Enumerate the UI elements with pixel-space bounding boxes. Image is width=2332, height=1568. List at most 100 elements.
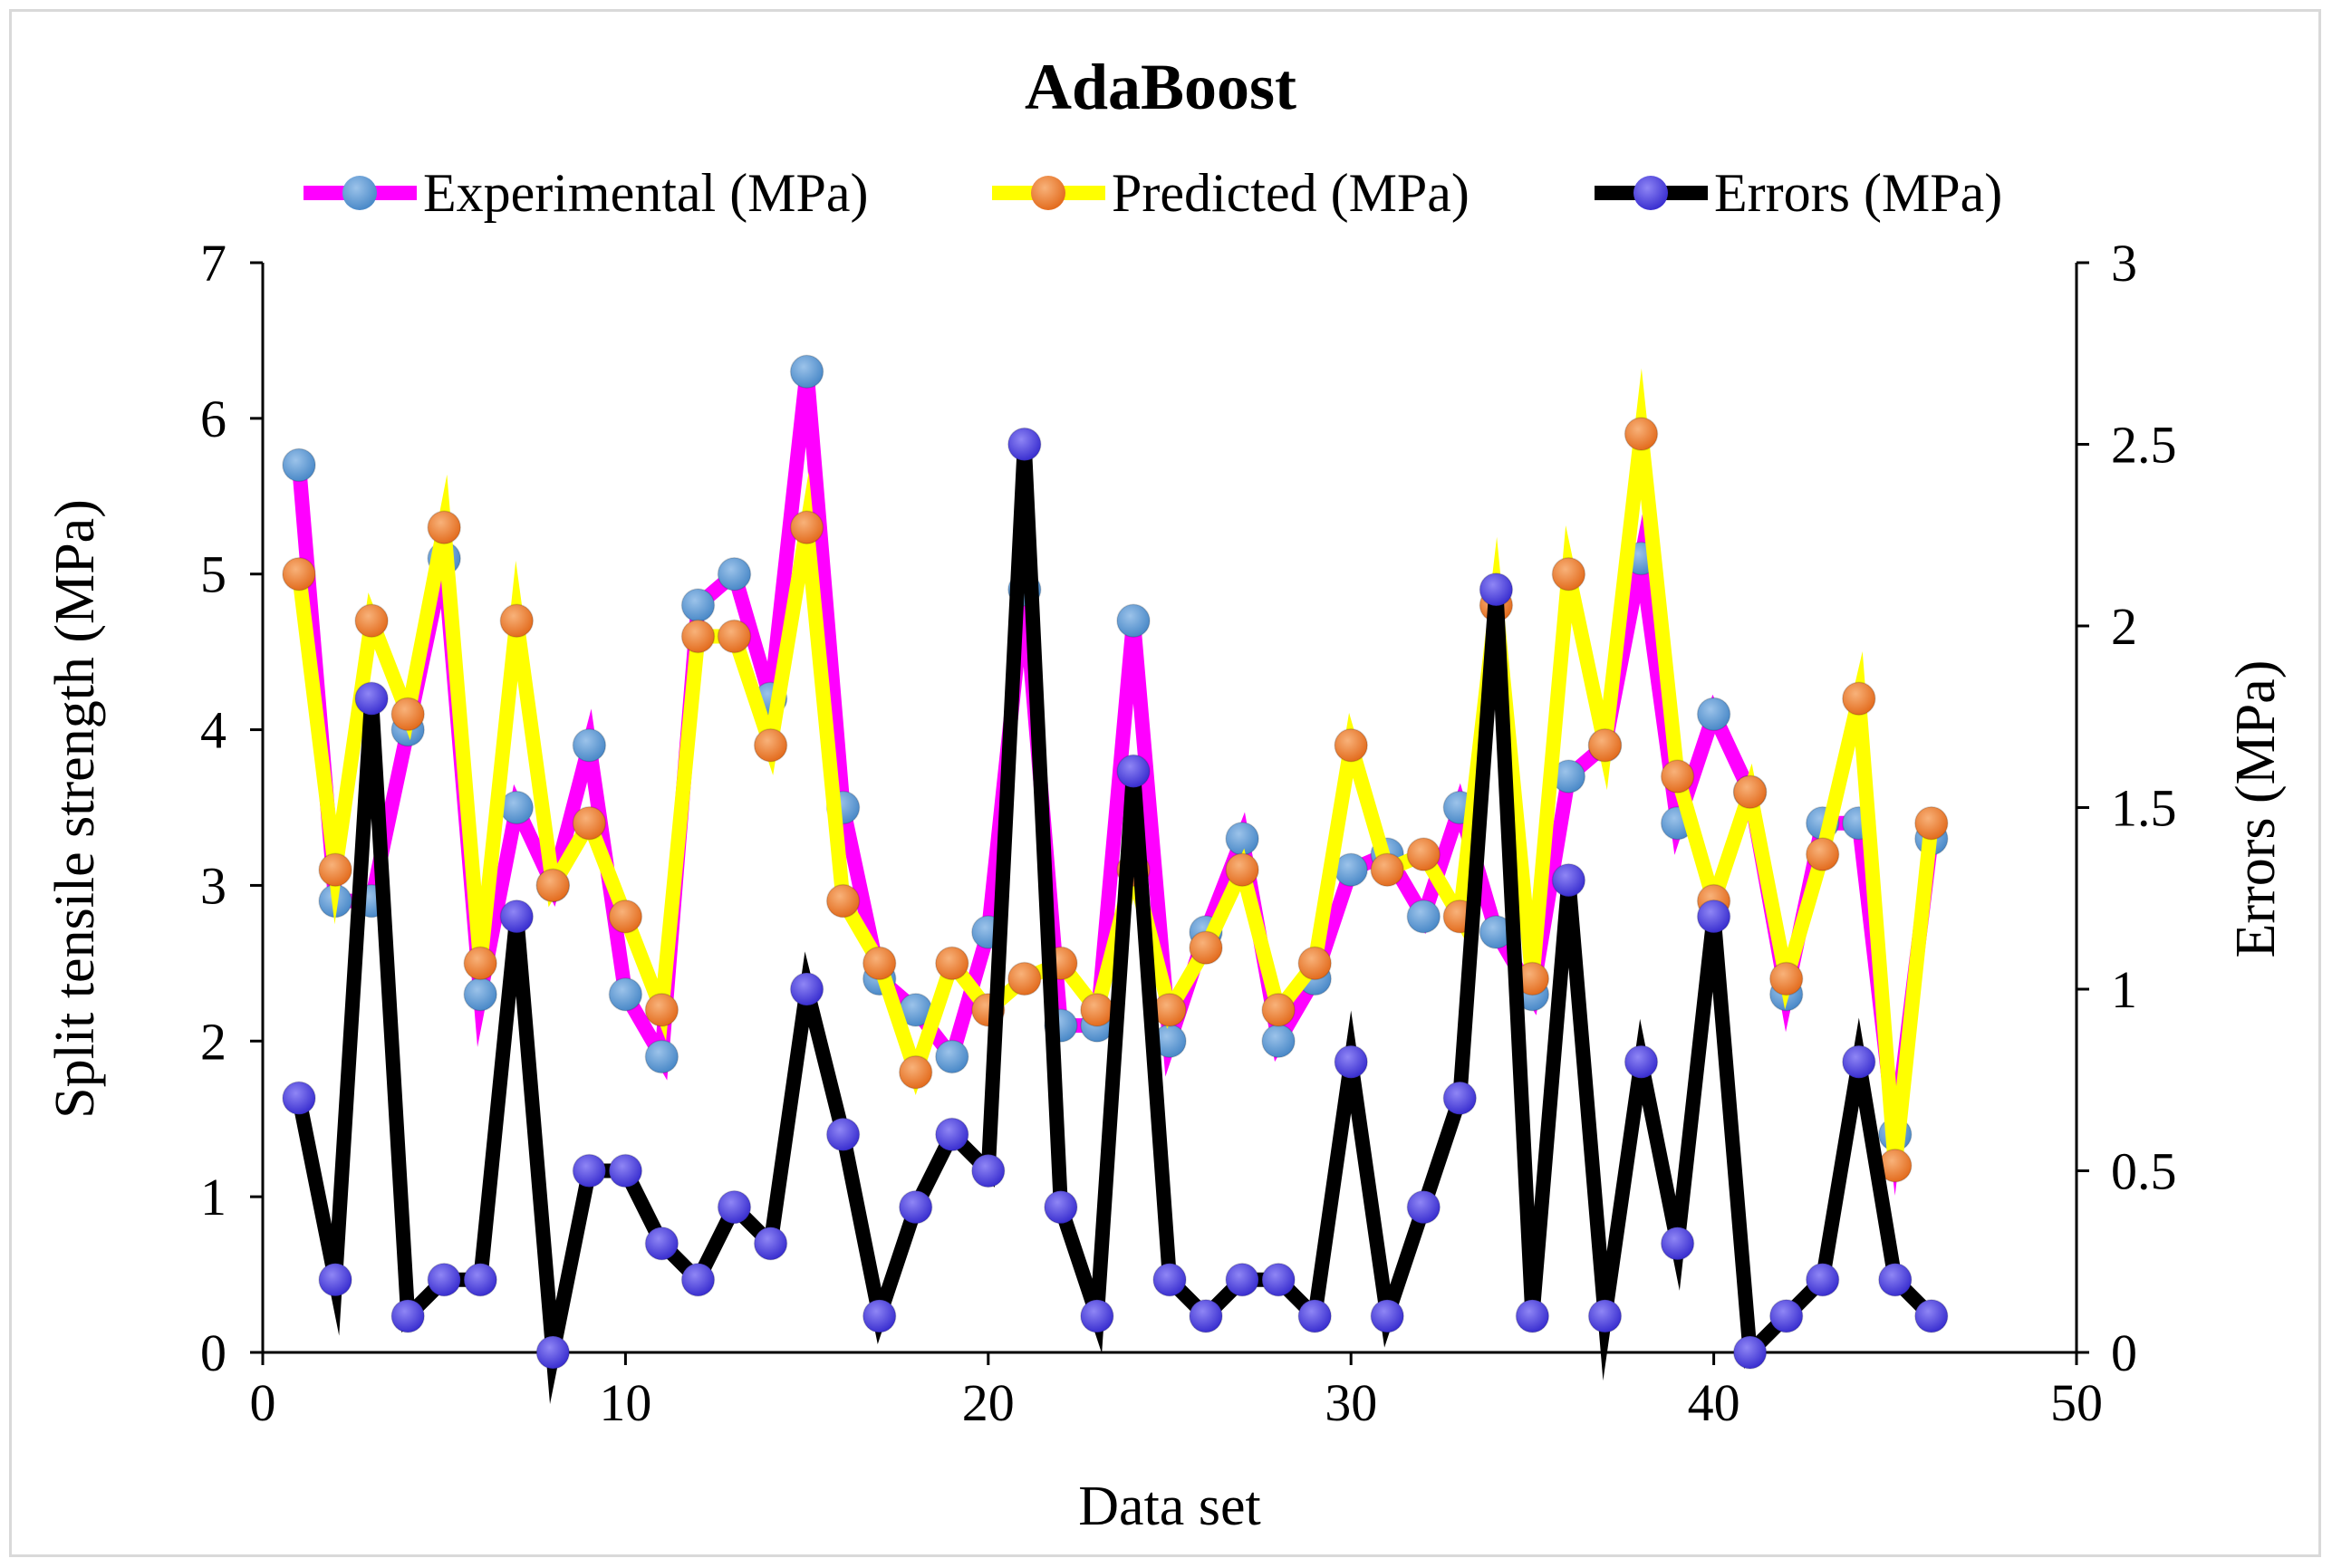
point-predicted: [463, 946, 497, 981]
point-predicted: [935, 946, 969, 981]
point-errors: [1878, 1263, 1913, 1297]
point-predicted: [1189, 930, 1223, 965]
series-layer: [282, 354, 1949, 1405]
y2-tick-label: 2.5: [2111, 416, 2177, 475]
point-experimental: [1406, 899, 1441, 934]
y-tick-label: 0: [200, 1323, 226, 1382]
legend-item-errors: Errors (MPa): [1595, 163, 2002, 223]
series-errors: [282, 427, 1949, 1405]
point-predicted: [572, 805, 607, 841]
point-predicted: [825, 883, 861, 919]
point-errors: [1044, 1189, 1078, 1225]
point-predicted: [753, 728, 788, 763]
point-experimental: [1696, 697, 1731, 732]
point-errors: [608, 1153, 643, 1188]
point-predicted: [427, 510, 461, 544]
point-errors: [1297, 1299, 1332, 1333]
point-predicted: [1406, 837, 1441, 871]
point-errors: [789, 972, 824, 1006]
point-errors: [535, 1335, 571, 1370]
legend-item-predicted: Predicted (MPa): [992, 163, 1470, 223]
point-predicted: [1587, 728, 1623, 763]
point-errors: [1660, 1226, 1695, 1261]
point-predicted: [535, 868, 571, 903]
point-experimental: [789, 354, 824, 390]
series-line-experimental: [292, 370, 1939, 1196]
point-errors: [1007, 427, 1042, 462]
y-tick-label: 7: [200, 234, 226, 293]
point-predicted: [1914, 805, 1949, 841]
point-experimental: [282, 447, 316, 483]
point-predicted: [318, 852, 352, 887]
point-errors: [1334, 1044, 1368, 1079]
point-experimental: [935, 1039, 969, 1074]
legend-swatch-marker: [1633, 176, 1668, 210]
point-errors: [1914, 1299, 1949, 1333]
point-experimental: [463, 976, 497, 1012]
point-predicted: [1080, 993, 1114, 1027]
point-predicted: [1551, 556, 1586, 592]
x-tick-label: 40: [1688, 1373, 1740, 1432]
point-errors: [1515, 1299, 1550, 1333]
legend-swatch-marker: [1031, 176, 1065, 210]
point-errors: [825, 1117, 861, 1152]
y2-tick-label: 1: [2111, 960, 2137, 1019]
y-tick-label: 3: [200, 856, 226, 915]
y2-tick-label: 0: [2111, 1323, 2137, 1382]
y-tick-label: 6: [200, 390, 226, 448]
point-predicted: [354, 603, 389, 639]
point-errors: [1842, 1044, 1876, 1079]
point-errors: [1732, 1335, 1768, 1370]
point-errors: [354, 681, 389, 716]
point-predicted: [1225, 852, 1259, 887]
point-errors: [427, 1263, 461, 1297]
point-errors: [318, 1263, 352, 1297]
point-errors: [971, 1153, 1006, 1188]
point-errors: [1768, 1299, 1804, 1333]
point-experimental: [1334, 852, 1368, 887]
point-errors: [935, 1117, 969, 1152]
point-errors: [282, 1081, 316, 1116]
x-tick-label: 20: [962, 1373, 1015, 1432]
point-predicted: [1007, 961, 1042, 996]
point-errors: [1442, 1081, 1478, 1116]
point-predicted: [499, 603, 535, 639]
point-errors: [1406, 1189, 1441, 1225]
point-predicted: [1334, 728, 1368, 763]
x-tick-label: 30: [1325, 1373, 1377, 1432]
point-experimental: [717, 556, 752, 592]
point-predicted: [789, 510, 824, 544]
point-predicted: [680, 619, 716, 654]
y2-tick-label: 1.5: [2111, 779, 2177, 838]
point-errors: [1805, 1263, 1840, 1297]
y2-tick-label: 0.5: [2111, 1142, 2177, 1201]
legend-swatch-marker: [342, 176, 377, 210]
point-errors: [1189, 1299, 1223, 1333]
point-predicted: [1624, 417, 1659, 451]
y2-tick-label: 2: [2111, 597, 2137, 656]
series-line-errors: [292, 444, 1937, 1405]
point-errors: [463, 1263, 497, 1297]
legend: Experimental (MPa) Predicted (MPa) Errors …: [304, 163, 2002, 223]
point-errors: [1587, 1299, 1623, 1333]
point-errors: [1152, 1263, 1187, 1297]
point-errors: [390, 1299, 425, 1333]
point-predicted: [644, 993, 679, 1027]
point-experimental: [680, 588, 716, 622]
point-errors: [1696, 899, 1731, 934]
chart-title: AdaBoost: [1025, 51, 1296, 123]
point-predicted: [862, 946, 897, 981]
point-predicted: [1768, 961, 1804, 996]
point-experimental: [608, 976, 643, 1012]
legend-label: Errors (MPa): [1714, 163, 2002, 223]
point-predicted: [1370, 852, 1404, 887]
point-predicted: [608, 899, 643, 934]
point-errors: [717, 1189, 752, 1225]
point-predicted: [1297, 946, 1332, 981]
x-axis-label: Data set: [1078, 1476, 1260, 1537]
y-tick-label: 2: [200, 1012, 226, 1071]
y2-axis-label: Errors (MPa): [2225, 660, 2287, 958]
point-errors: [572, 1153, 607, 1188]
